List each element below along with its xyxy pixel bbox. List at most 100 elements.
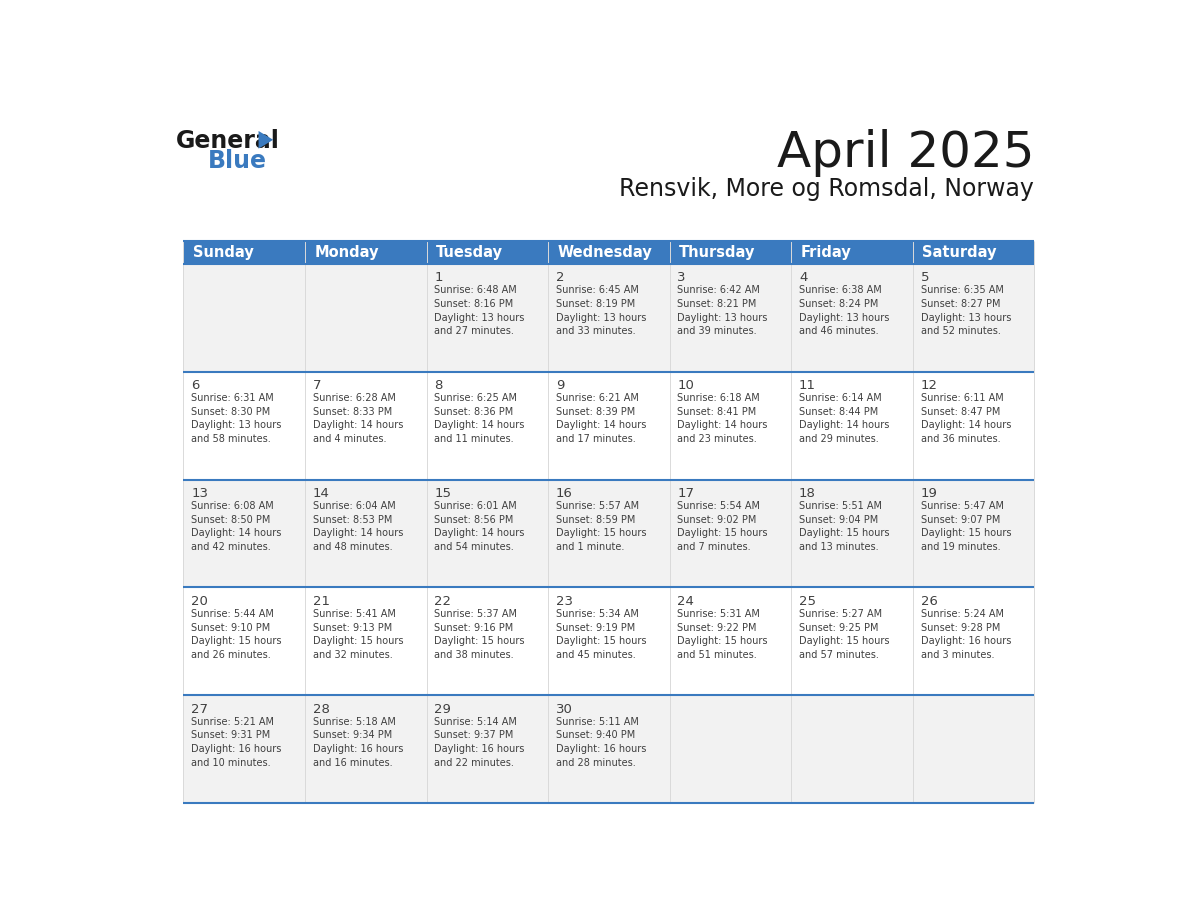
Text: Sunrise: 5:14 AM
Sunset: 9:37 PM
Daylight: 16 hours
and 22 minutes.: Sunrise: 5:14 AM Sunset: 9:37 PM Dayligh… — [435, 717, 525, 767]
Bar — [548, 241, 670, 263]
Bar — [791, 479, 912, 588]
Text: Sunrise: 5:31 AM
Sunset: 9:22 PM
Daylight: 15 hours
and 51 minutes.: Sunrise: 5:31 AM Sunset: 9:22 PM Dayligh… — [677, 609, 767, 660]
Text: 10: 10 — [677, 379, 694, 392]
Text: Sunrise: 6:25 AM
Sunset: 8:36 PM
Daylight: 14 hours
and 11 minutes.: Sunrise: 6:25 AM Sunset: 8:36 PM Dayligh… — [435, 393, 525, 444]
Text: Sunrise: 5:51 AM
Sunset: 9:04 PM
Daylight: 15 hours
and 13 minutes.: Sunrise: 5:51 AM Sunset: 9:04 PM Dayligh… — [800, 501, 890, 552]
Bar — [183, 263, 305, 372]
Text: Sunrise: 5:41 AM
Sunset: 9:13 PM
Daylight: 15 hours
and 32 minutes.: Sunrise: 5:41 AM Sunset: 9:13 PM Dayligh… — [312, 609, 403, 660]
Polygon shape — [259, 131, 273, 149]
Text: Sunrise: 5:11 AM
Sunset: 9:40 PM
Daylight: 16 hours
and 28 minutes.: Sunrise: 5:11 AM Sunset: 9:40 PM Dayligh… — [556, 717, 646, 767]
Text: 1: 1 — [435, 272, 443, 285]
Text: 9: 9 — [556, 379, 564, 392]
Bar — [305, 263, 426, 372]
Text: General: General — [176, 129, 279, 153]
Text: Sunrise: 6:08 AM
Sunset: 8:50 PM
Daylight: 14 hours
and 42 minutes.: Sunrise: 6:08 AM Sunset: 8:50 PM Dayligh… — [191, 501, 282, 552]
Bar — [426, 372, 548, 479]
Text: Sunrise: 5:18 AM
Sunset: 9:34 PM
Daylight: 16 hours
and 16 minutes.: Sunrise: 5:18 AM Sunset: 9:34 PM Dayligh… — [312, 717, 403, 767]
Bar — [670, 263, 791, 372]
Text: Sunrise: 5:37 AM
Sunset: 9:16 PM
Daylight: 15 hours
and 38 minutes.: Sunrise: 5:37 AM Sunset: 9:16 PM Dayligh… — [435, 609, 525, 660]
Text: 16: 16 — [556, 487, 573, 500]
Text: Wednesday: Wednesday — [557, 245, 652, 260]
Text: 21: 21 — [312, 595, 330, 608]
Text: 28: 28 — [312, 703, 329, 716]
Text: Sunrise: 5:21 AM
Sunset: 9:31 PM
Daylight: 16 hours
and 10 minutes.: Sunrise: 5:21 AM Sunset: 9:31 PM Dayligh… — [191, 717, 282, 767]
Text: Sunrise: 5:54 AM
Sunset: 9:02 PM
Daylight: 15 hours
and 7 minutes.: Sunrise: 5:54 AM Sunset: 9:02 PM Dayligh… — [677, 501, 767, 552]
Text: 26: 26 — [921, 595, 937, 608]
Text: 23: 23 — [556, 595, 573, 608]
Text: Sunrise: 6:21 AM
Sunset: 8:39 PM
Daylight: 14 hours
and 17 minutes.: Sunrise: 6:21 AM Sunset: 8:39 PM Dayligh… — [556, 393, 646, 444]
Text: 19: 19 — [921, 487, 937, 500]
Text: Sunrise: 6:01 AM
Sunset: 8:56 PM
Daylight: 14 hours
and 54 minutes.: Sunrise: 6:01 AM Sunset: 8:56 PM Dayligh… — [435, 501, 525, 552]
Bar — [426, 695, 548, 803]
Bar — [670, 695, 791, 803]
Text: 29: 29 — [435, 703, 451, 716]
Text: Sunrise: 6:45 AM
Sunset: 8:19 PM
Daylight: 13 hours
and 33 minutes.: Sunrise: 6:45 AM Sunset: 8:19 PM Dayligh… — [556, 285, 646, 336]
Bar — [305, 479, 426, 588]
Bar — [305, 695, 426, 803]
Text: 5: 5 — [921, 272, 929, 285]
Bar — [670, 588, 791, 695]
Bar — [305, 372, 426, 479]
Text: Sunrise: 6:14 AM
Sunset: 8:44 PM
Daylight: 14 hours
and 29 minutes.: Sunrise: 6:14 AM Sunset: 8:44 PM Dayligh… — [800, 393, 890, 444]
Text: 2: 2 — [556, 272, 564, 285]
Text: 30: 30 — [556, 703, 573, 716]
Text: 6: 6 — [191, 379, 200, 392]
Bar — [791, 263, 912, 372]
Bar — [548, 588, 670, 695]
Text: 27: 27 — [191, 703, 208, 716]
Bar — [426, 263, 548, 372]
Bar — [426, 588, 548, 695]
Bar — [183, 241, 305, 263]
Text: 7: 7 — [312, 379, 321, 392]
Text: 8: 8 — [435, 379, 443, 392]
Text: Sunrise: 6:42 AM
Sunset: 8:21 PM
Daylight: 13 hours
and 39 minutes.: Sunrise: 6:42 AM Sunset: 8:21 PM Dayligh… — [677, 285, 767, 336]
Text: Sunday: Sunday — [192, 245, 253, 260]
Text: 17: 17 — [677, 487, 694, 500]
Text: 24: 24 — [677, 595, 694, 608]
Text: 18: 18 — [800, 487, 816, 500]
Bar — [670, 372, 791, 479]
Bar — [912, 695, 1035, 803]
Text: 3: 3 — [677, 272, 685, 285]
Text: Sunrise: 6:18 AM
Sunset: 8:41 PM
Daylight: 14 hours
and 23 minutes.: Sunrise: 6:18 AM Sunset: 8:41 PM Dayligh… — [677, 393, 767, 444]
Text: Sunrise: 5:44 AM
Sunset: 9:10 PM
Daylight: 15 hours
and 26 minutes.: Sunrise: 5:44 AM Sunset: 9:10 PM Dayligh… — [191, 609, 282, 660]
Text: Sunrise: 5:47 AM
Sunset: 9:07 PM
Daylight: 15 hours
and 19 minutes.: Sunrise: 5:47 AM Sunset: 9:07 PM Dayligh… — [921, 501, 1011, 552]
Bar — [912, 588, 1035, 695]
Bar — [426, 241, 548, 263]
Bar — [183, 695, 305, 803]
Text: 11: 11 — [800, 379, 816, 392]
Bar — [912, 241, 1035, 263]
Bar — [183, 479, 305, 588]
Text: Saturday: Saturday — [922, 245, 997, 260]
Text: Sunrise: 6:04 AM
Sunset: 8:53 PM
Daylight: 14 hours
and 48 minutes.: Sunrise: 6:04 AM Sunset: 8:53 PM Dayligh… — [312, 501, 403, 552]
Text: 25: 25 — [800, 595, 816, 608]
Text: Sunrise: 6:38 AM
Sunset: 8:24 PM
Daylight: 13 hours
and 46 minutes.: Sunrise: 6:38 AM Sunset: 8:24 PM Dayligh… — [800, 285, 890, 336]
Text: Sunrise: 5:57 AM
Sunset: 8:59 PM
Daylight: 15 hours
and 1 minute.: Sunrise: 5:57 AM Sunset: 8:59 PM Dayligh… — [556, 501, 646, 552]
Text: 4: 4 — [800, 272, 808, 285]
Bar — [548, 263, 670, 372]
Text: 20: 20 — [191, 595, 208, 608]
Text: 14: 14 — [312, 487, 329, 500]
Text: Sunrise: 5:27 AM
Sunset: 9:25 PM
Daylight: 15 hours
and 57 minutes.: Sunrise: 5:27 AM Sunset: 9:25 PM Dayligh… — [800, 609, 890, 660]
Bar — [670, 479, 791, 588]
Text: 13: 13 — [191, 487, 208, 500]
Bar — [912, 479, 1035, 588]
Bar — [305, 241, 426, 263]
Bar — [670, 241, 791, 263]
Text: Sunrise: 5:34 AM
Sunset: 9:19 PM
Daylight: 15 hours
and 45 minutes.: Sunrise: 5:34 AM Sunset: 9:19 PM Dayligh… — [556, 609, 646, 660]
Text: Friday: Friday — [801, 245, 852, 260]
Text: Sunrise: 6:48 AM
Sunset: 8:16 PM
Daylight: 13 hours
and 27 minutes.: Sunrise: 6:48 AM Sunset: 8:16 PM Dayligh… — [435, 285, 525, 336]
Bar — [791, 372, 912, 479]
Text: Sunrise: 6:28 AM
Sunset: 8:33 PM
Daylight: 14 hours
and 4 minutes.: Sunrise: 6:28 AM Sunset: 8:33 PM Dayligh… — [312, 393, 403, 444]
Bar — [183, 372, 305, 479]
Bar — [548, 372, 670, 479]
Text: April 2025: April 2025 — [777, 129, 1035, 177]
Bar — [791, 588, 912, 695]
Bar — [912, 263, 1035, 372]
Text: Monday: Monday — [315, 245, 379, 260]
Bar — [791, 695, 912, 803]
Bar — [183, 588, 305, 695]
Bar — [548, 695, 670, 803]
Text: Tuesday: Tuesday — [436, 245, 503, 260]
Bar — [912, 372, 1035, 479]
